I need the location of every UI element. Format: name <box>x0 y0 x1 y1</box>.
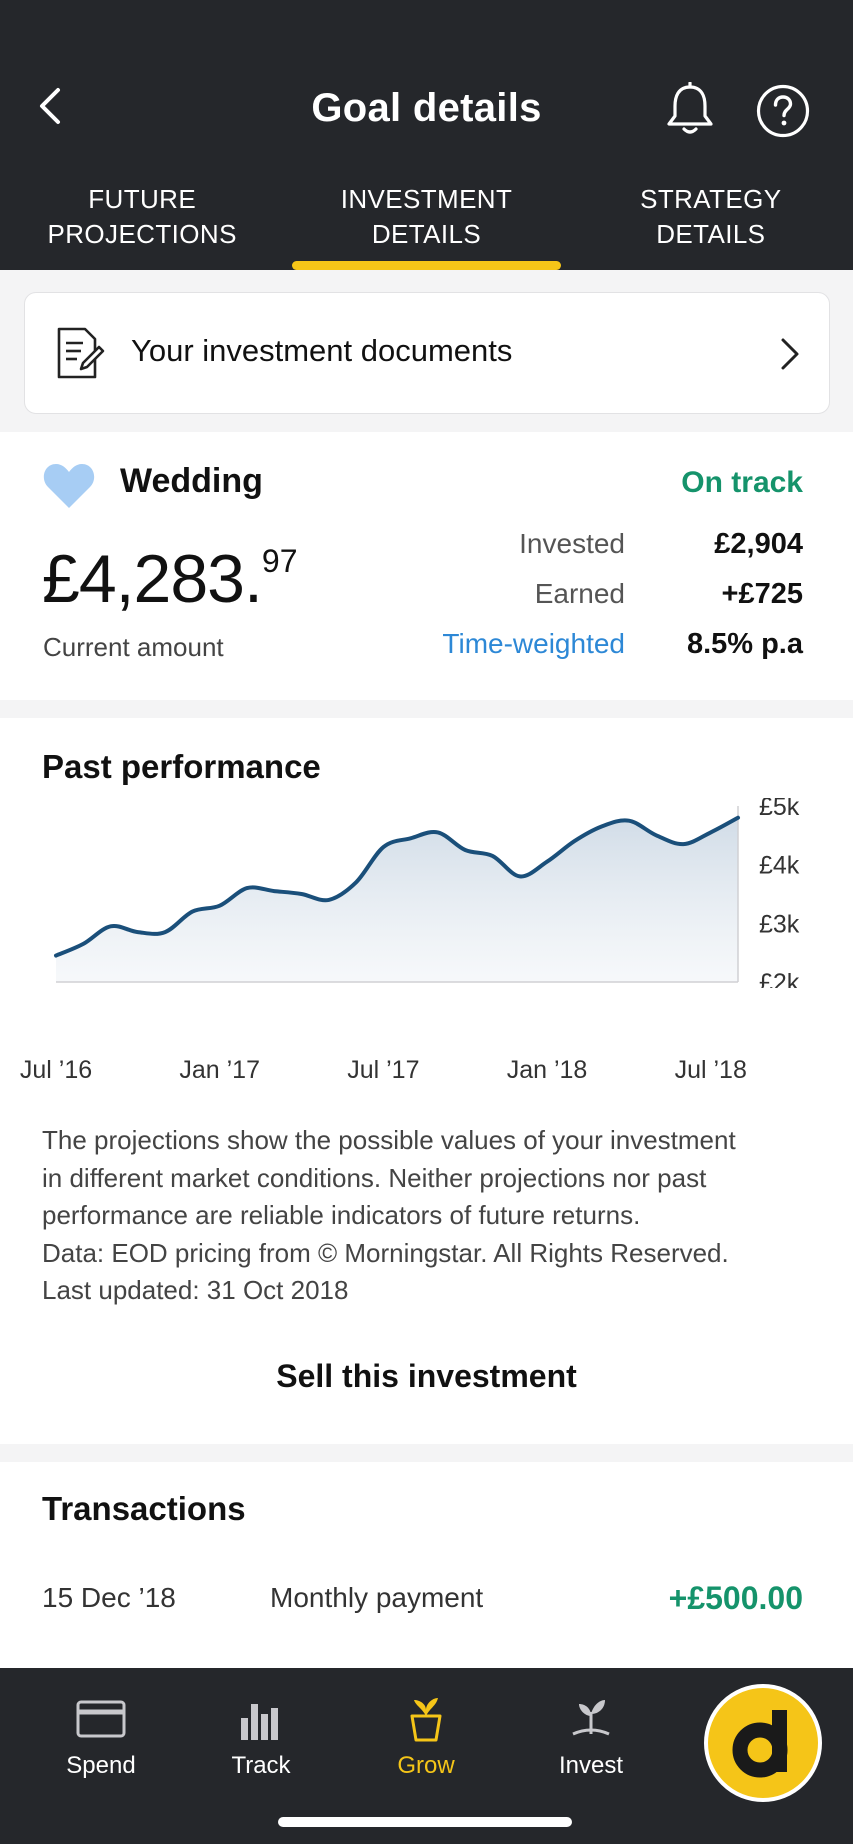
nav-item-spend[interactable]: Spend <box>36 1694 166 1780</box>
transaction-description: Monthly payment <box>270 1582 484 1613</box>
y-tick-label: £2k <box>759 969 800 988</box>
time-weighted-link[interactable]: Time-weighted <box>442 628 625 659</box>
sell-investment-button[interactable]: Sell this investment <box>276 1358 577 1394</box>
status-badge: On track <box>681 466 803 499</box>
goal-name: Wedding <box>120 462 263 500</box>
document-edit-icon <box>57 327 105 379</box>
nav-label: Invest <box>558 1752 624 1779</box>
investment-documents-card[interactable]: Your investment documents <box>24 292 830 414</box>
stat-value: 8.5% p.a <box>686 628 803 660</box>
goal-summary: Wedding On track £4,283.97 Current amoun… <box>0 432 853 700</box>
current-amount-label: Current amount <box>43 632 224 662</box>
d-action-button[interactable] <box>704 1684 822 1802</box>
chevron-right-icon <box>781 338 799 370</box>
d-logo-icon <box>732 1710 788 1778</box>
x-tick-label: Jul ’16 <box>19 1056 93 1084</box>
back-button[interactable] <box>28 84 72 128</box>
stat-invested: Invested £2,904 <box>442 528 803 578</box>
section-title: Transactions <box>42 1490 246 1527</box>
sprout-icon <box>572 1700 610 1736</box>
tab-label-line: FUTURE <box>88 184 197 214</box>
transactions-section: Transactions 15 Dec ’18 Monthly payment … <box>0 1462 853 1668</box>
top-bar: Goal details FUTURE PROJECTIONS INVESTME… <box>0 0 853 270</box>
current-amount: £4,283.97 <box>42 540 297 618</box>
nav-item-invest[interactable]: Invest <box>526 1694 656 1780</box>
x-tick-label: Jul ’18 <box>674 1056 747 1084</box>
disclaimer-line: Last updated: 31 Oct 2018 <box>42 1275 349 1305</box>
disclaimer-line: in different market conditions. Neither … <box>42 1162 707 1193</box>
stat-label: Invested <box>519 528 625 559</box>
nav-label: Spend <box>66 1752 136 1779</box>
nav-label: Grow <box>397 1752 455 1779</box>
question-mark-icon <box>756 84 810 138</box>
plant-pot-icon <box>410 1698 442 1742</box>
tab-label-line: DETAILS <box>371 219 482 249</box>
tab-future-projections[interactable]: FUTURE PROJECTIONS <box>0 182 284 270</box>
amount-main: £4,283. <box>42 541 263 617</box>
stat-label: Earned <box>534 578 625 609</box>
transaction-date: 15 Dec ’18 <box>42 1582 176 1613</box>
tab-label-line: PROJECTIONS <box>47 219 237 249</box>
tab-investment-details[interactable]: INVESTMENT DETAILS <box>284 182 568 270</box>
goal-stats: Invested £2,904 Earned +£725 Time-weight… <box>442 528 803 678</box>
bottom-nav: Spend Track Grow Invest <box>0 1668 853 1844</box>
tab-label-line: INVESTMENT <box>340 184 513 214</box>
stat-time-weighted: Time-weighted 8.5% p.a <box>442 628 803 678</box>
notifications-button[interactable] <box>664 81 716 138</box>
tab-strategy-details[interactable]: STRATEGY DETAILS <box>569 182 853 270</box>
performance-chart: £2k £3k £4k £5k <box>54 798 800 988</box>
y-tick-label: £4k <box>759 852 800 880</box>
amount-pence: 97 <box>261 543 298 579</box>
stat-value: £2,904 <box>714 528 803 560</box>
help-button[interactable] <box>756 84 810 138</box>
tab-label-line: STRATEGY <box>640 184 782 214</box>
disclaimer-line: Data: EOD pricing from © Morningstar. Al… <box>42 1237 729 1268</box>
tab-label-line: DETAILS <box>656 219 766 249</box>
disclaimer-line: The projections show the possible values… <box>42 1125 736 1155</box>
documents-label: Your investment documents <box>131 333 513 368</box>
x-tick-label: Jan ’17 <box>179 1056 260 1084</box>
nav-item-grow[interactable]: Grow <box>361 1694 491 1780</box>
stat-earned: Earned +£725 <box>442 578 803 628</box>
disclaimer-line: performance are reliable indicators of f… <box>42 1200 641 1230</box>
past-performance-section: Past performance £2k £3k £4k £5k Jul ’16 Jan… <box>0 718 853 1444</box>
tab-bar: FUTURE PROJECTIONS INVESTMENT DETAILS ST… <box>0 182 853 270</box>
section-title: Past performance <box>42 748 321 785</box>
transaction-amount: +£500.00 <box>668 1580 803 1616</box>
y-tick-label: £3k <box>759 910 800 938</box>
x-tick-label: Jul ’17 <box>347 1056 420 1084</box>
disclaimer: The projections show the possible values… <box>42 1122 822 1310</box>
page-title: Goal details <box>311 86 542 130</box>
x-tick-label: Jan ’18 <box>506 1056 588 1084</box>
series-line <box>54 815 740 958</box>
nav-label: Track <box>231 1752 291 1779</box>
card-icon <box>76 1700 126 1738</box>
stat-value: +£725 <box>721 578 803 610</box>
bell-icon <box>667 81 713 134</box>
transaction-row[interactable]: 15 Dec ’18 Monthly payment +£500.00 <box>0 1580 853 1632</box>
heart-icon <box>43 464 95 508</box>
bar-chart-icon <box>241 1704 278 1740</box>
chart-area <box>56 817 738 982</box>
chevron-left-icon <box>40 88 60 124</box>
nav-item-track[interactable]: Track <box>196 1694 326 1780</box>
home-indicator <box>278 1817 572 1827</box>
y-tick-label: £5k <box>759 798 800 821</box>
